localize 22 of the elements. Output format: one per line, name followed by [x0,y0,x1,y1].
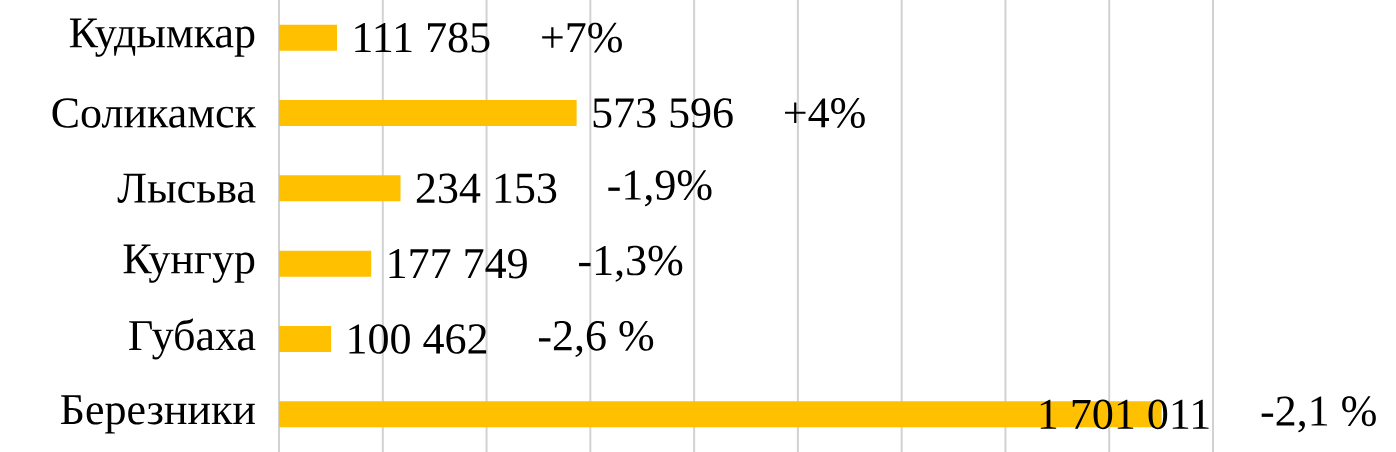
annotation: +4% [785,98,865,128]
data-label: 177 749 [389,248,527,279]
data-label: 100 462 [349,324,487,354]
annotation: -1,9% [608,170,712,207]
data-label: 111 785 [355,22,490,53]
y-tick-label: Лысьва [117,173,256,203]
data-label: 234 153 [416,173,557,204]
annotation: -1,3% [579,245,683,282]
y-tick-label: Губаха [129,318,256,360]
bar [279,326,332,353]
annotation: +7% [542,22,622,53]
bar [279,250,372,277]
bar [279,175,401,202]
bar [279,24,338,51]
annotation: -2,6 % [538,320,654,358]
y-tick-label: Кудымкар [69,18,255,57]
text: -2,1 % [1261,396,1376,433]
y-tick-label: Березники [60,395,255,434]
y-tick-label: Соликамск [52,98,257,128]
data-label: 573 596 [593,98,733,128]
y-tick-label: Кунгур [123,244,255,283]
bar [279,100,577,127]
